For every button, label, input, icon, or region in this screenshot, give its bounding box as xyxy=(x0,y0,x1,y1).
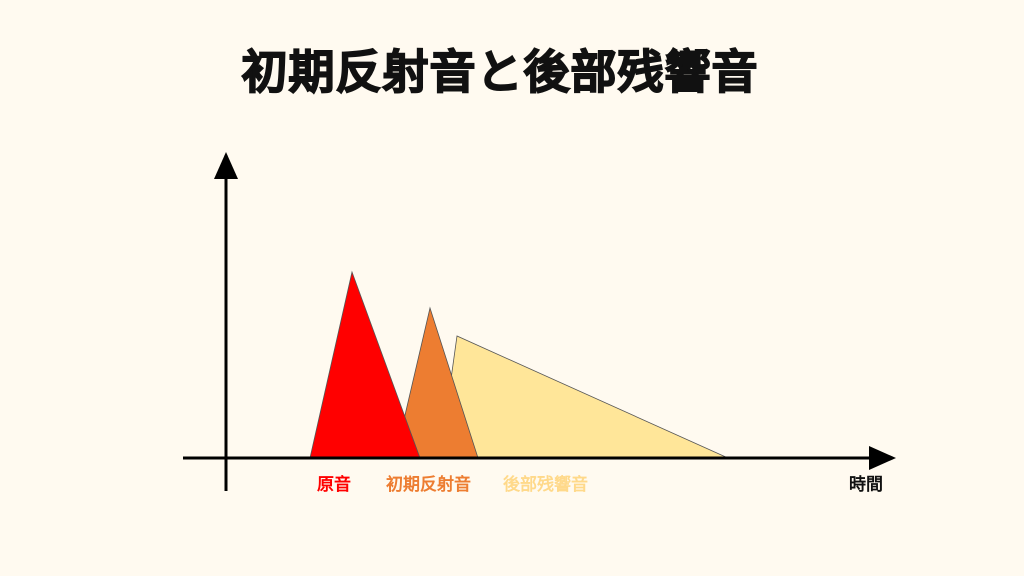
direct-sound-triangle xyxy=(309,270,421,459)
page-title: 初期反射音と後部残響音 xyxy=(241,44,759,100)
early-reflection-label: 初期反射音 xyxy=(386,475,471,495)
late-reverb-label: 後部残響音 xyxy=(503,475,588,495)
direct-sound-label: 原音 xyxy=(317,475,351,495)
late-reverb-triangle xyxy=(439,335,729,459)
time-axis-label: 時間 xyxy=(849,475,883,495)
